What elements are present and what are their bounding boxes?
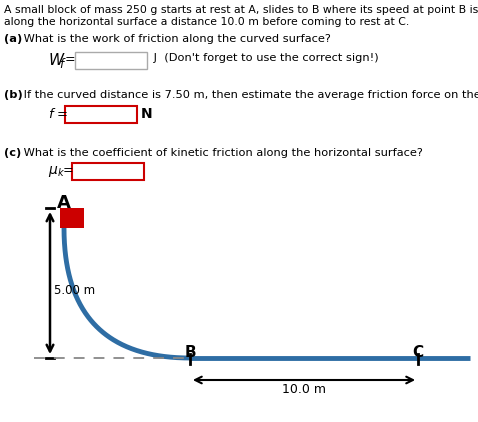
Text: If the curved distance is 7.50 m, then estimate the average friction force on th: If the curved distance is 7.50 m, then e… — [20, 90, 478, 100]
Text: 10.0 m: 10.0 m — [282, 383, 326, 396]
Text: A: A — [57, 194, 71, 212]
Bar — [72, 163, 144, 180]
Text: What is the work of friction along the curved surface?: What is the work of friction along the c… — [20, 34, 331, 44]
Text: A small block of mass 250 g starts at rest at A, slides to B where its speed at : A small block of mass 250 g starts at re… — [4, 5, 478, 15]
Text: =: = — [63, 164, 74, 177]
Text: $\mathit{f}$ =: $\mathit{f}$ = — [48, 107, 68, 121]
Text: (b): (b) — [4, 90, 23, 100]
Text: $\mathbf{\mathit{W}}$: $\mathbf{\mathit{W}}$ — [48, 52, 65, 68]
Text: (c): (c) — [4, 148, 21, 158]
Text: C: C — [413, 345, 424, 360]
Text: $\mathit{f}$: $\mathit{f}$ — [59, 57, 66, 71]
Bar — [60, 208, 84, 228]
Text: along the horizontal surface a distance 10.0 m before coming to rest at C.: along the horizontal surface a distance … — [4, 17, 409, 27]
Bar — [65, 106, 137, 123]
Text: J  (Don't forget to use the correct sign!): J (Don't forget to use the correct sign!… — [150, 53, 379, 63]
Text: $\mathbf{N}$: $\mathbf{N}$ — [140, 107, 152, 121]
Text: $\mu_k$: $\mu_k$ — [48, 164, 65, 179]
Text: B: B — [184, 345, 196, 360]
Text: What is the coefficient of kinetic friction along the horizontal surface?: What is the coefficient of kinetic frict… — [20, 148, 423, 158]
Text: =: = — [65, 53, 76, 66]
Bar — [75, 52, 147, 69]
Text: 5.00 m: 5.00 m — [54, 284, 95, 297]
Text: (a): (a) — [4, 34, 22, 44]
